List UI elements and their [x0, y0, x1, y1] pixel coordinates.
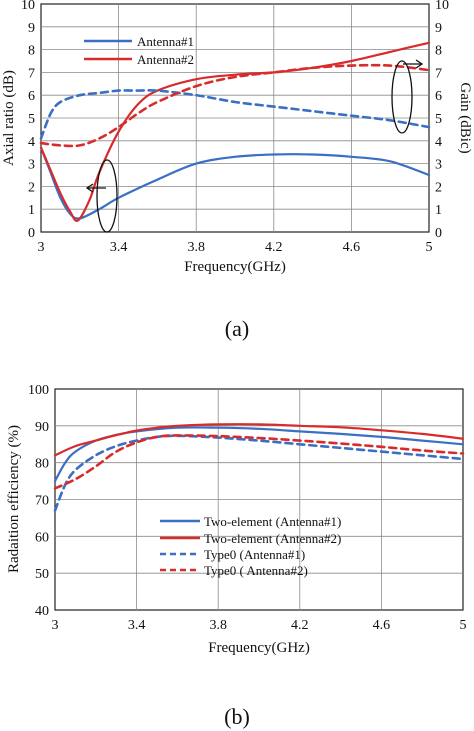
chart-a-gridlines: [41, 4, 429, 232]
chart-a-series-line-2: [39, 41, 431, 222]
chart-a-series-line-3: [39, 88, 431, 140]
chart-a-y2tick-label: 7: [435, 66, 442, 81]
chart-b: 40 50 60 70 80 90 100 3 3.4 3.8 4.2 4.6 5 Frequency(…: [6, 383, 467, 729]
legend-b-label-1: Two-element (Antenna#1): [204, 514, 341, 529]
chart-a-y2tick-label: 5: [435, 112, 442, 127]
chart-b-xtick-label: 4.6: [373, 618, 391, 633]
chart-a-y2tick-label: 1: [435, 203, 442, 218]
chart-a-y2tick-label: 10: [435, 0, 449, 13]
chart-b-ytick-label: 60: [35, 530, 49, 545]
chart-b-ytick-label: 50: [35, 567, 49, 582]
chart-a-ytick-label: 8: [28, 44, 35, 59]
chart-b-xtick-label: 4.2: [291, 618, 309, 633]
chart-b-ytick-label: 90: [35, 420, 49, 435]
left-axis-arrowhead: [85, 183, 94, 193]
legend-a-label-1: Antenna#1: [137, 34, 194, 49]
chart-a: 0 1 2 3 4 5 6 7 8 9 10 0 1 2 3 4 5 6 7 8 9 10 3 3.4 3.8 4.2 4.6 5 F…: [1, 0, 473, 341]
chart-a-legend: Antenna#1 Antenna#2: [84, 34, 194, 67]
chart-a-ytick-label: 7: [28, 66, 35, 81]
chart-a-ytick-label: 4: [28, 135, 35, 150]
chart-b-ticks: 40 50 60 70 80 90 100 3 3.4 3.8 4.2 4.6 5: [28, 383, 467, 633]
legend-a-label-2: Antenna#2: [137, 52, 194, 67]
chart-a-annotation-left: [85, 159, 118, 233]
chart-a-xtick-label: 3: [38, 240, 45, 255]
chart-a-xtick-label: 4.6: [343, 240, 361, 255]
chart-a-series-line-1: [39, 146, 431, 220]
chart-b-ylabel: Radaition efficiency (%): [6, 425, 22, 573]
chart-b-legend: Two-element (Antenna#1) Two-element (Ant…: [160, 514, 341, 578]
chart-a-y2tick-label: 6: [435, 89, 442, 104]
chart-b-caption: (b): [224, 704, 250, 729]
legend-b-label-2: Two-element (Antenna#2): [204, 531, 341, 546]
chart-b-ytick-label: 70: [35, 494, 49, 509]
chart-b-series-line-1: [53, 426, 465, 483]
chart-a-annotation-right: [391, 59, 424, 134]
chart-b-xtick-label: 3.4: [128, 618, 146, 633]
chart-a-ytick-label: 2: [28, 180, 35, 195]
chart-a-y2tick-label: 3: [435, 158, 442, 173]
chart-a-series-line-4: [39, 63, 431, 148]
right-axis-ellipse: [391, 60, 413, 134]
chart-b-ytick-label: 40: [35, 604, 49, 619]
chart-b-xlabel: Frequency(GHz): [208, 640, 310, 656]
chart-a-y2tick-label: 8: [435, 44, 442, 59]
chart-a-ytick-label: 10: [21, 0, 35, 13]
chart-a-ytick-label: 5: [28, 112, 35, 127]
chart-b-ytick-label: 80: [35, 457, 49, 472]
left-axis-ellipse: [96, 159, 118, 233]
chart-b-series: [53, 423, 465, 512]
chart-a-xtick-label: 4.2: [265, 240, 283, 255]
chart-a-ytick-label: 3: [28, 158, 35, 173]
chart-b-series-line-2: [53, 423, 465, 457]
legend-b-label-4: Type0 ( Antenna#2): [204, 563, 308, 578]
legend-b-label-3: Type0 (Antenna#1): [204, 547, 305, 562]
chart-a-y2tick-label: 4: [435, 135, 442, 150]
chart-a-ytick-label: 6: [28, 89, 35, 104]
chart-a-ticks: 0 1 2 3 4 5 6 7 8 9 10 0 1 2 3 4 5 6 7 8 9 10 3 3.4 3.8 4.2 4.6 5: [21, 0, 449, 255]
chart-a-ylabel: Axial ratio (dB): [1, 70, 17, 166]
chart-b-xtick-label: 5: [460, 618, 467, 633]
chart-a-ytick-label: 9: [28, 21, 35, 36]
chart-a-xtick-label: 5: [426, 240, 433, 255]
chart-a-y2tick-label: 0: [435, 226, 442, 241]
chart-a-xtick-label: 3.4: [110, 240, 128, 255]
chart-a-ytick-label: 0: [28, 226, 35, 241]
chart-a-ytick-label: 1: [28, 203, 35, 218]
chart-a-series: [39, 41, 431, 222]
chart-a-y2tick-label: 2: [435, 180, 442, 195]
chart-a-y2label: Gain (dBic): [457, 82, 473, 153]
chart-a-y2tick-label: 9: [435, 21, 442, 36]
chart-a-xtick-label: 3.8: [187, 240, 205, 255]
chart-b-ytick-label: 100: [28, 383, 49, 398]
chart-a-caption: (a): [225, 316, 249, 341]
chart-a-xlabel: Frequency(GHz): [184, 259, 286, 275]
chart-b-gridlines: [55, 389, 463, 610]
chart-b-xtick-label: 3: [52, 618, 59, 633]
chart-b-xtick-label: 3.8: [209, 618, 227, 633]
chart-b-series-line-4: [53, 434, 465, 490]
right-axis-arrowhead: [415, 59, 424, 69]
